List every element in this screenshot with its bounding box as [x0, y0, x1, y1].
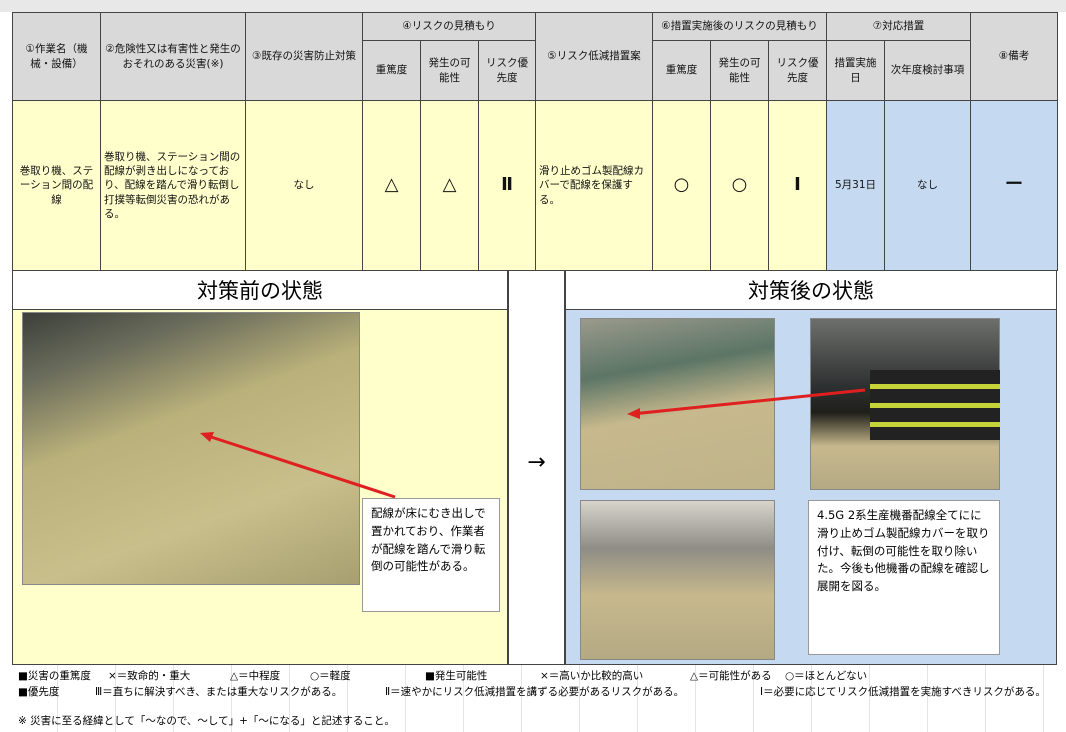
sub-header: 次年度検討事項	[884, 40, 971, 101]
arrow: →	[527, 450, 546, 475]
legend-text: ○＝軽度	[310, 670, 351, 682]
before-title: 対策前の状態	[12, 270, 508, 310]
sheet-header	[0, 0, 1066, 12]
after-title: 対策後の状態	[565, 270, 1057, 310]
pointer-head	[627, 408, 640, 419]
row-cell: 巻取り機、ステーション間の配線	[12, 100, 101, 271]
row-cell: ○	[652, 100, 711, 271]
legend-text: △＝可能性がある	[690, 670, 772, 682]
legend-text: ■発生可能性	[425, 670, 488, 682]
after-note: 4.5G 2系生産機番配線全てにに滑り止めゴム製配線カバーを取り付け、転倒の可能…	[808, 500, 1000, 655]
group-header: ⑦対応措置	[826, 12, 971, 41]
sub-header: リスク優先度	[478, 40, 536, 101]
column-header: ②危険性又は有害性と発生のおそれのある災害(※)	[100, 12, 246, 101]
column-header: ⑤リスク低減措置案	[535, 12, 653, 101]
row-cell: 滑り止めゴム製配線カバーで配線を保護する。	[535, 100, 653, 271]
row-cell: △	[420, 100, 479, 271]
group-header: ⑥措置実施後のリスクの見積もり	[652, 12, 827, 41]
legend-text: Ⅱ＝速やかにリスク低減措置を講ずる必要があるリスクがある。	[385, 686, 685, 698]
column-header: ③既存の災害防止対策	[245, 12, 363, 101]
legend-text: ■災害の重篤度	[18, 670, 91, 682]
column-header: ⑧備考	[970, 12, 1058, 101]
row-cell: なし	[245, 100, 363, 271]
legend-text: Ⅲ＝直ちに解決すべき、または重大なリスクがある。	[95, 686, 343, 698]
row-cell: ○	[710, 100, 769, 271]
before-note: 配線が床にむき出しで置かれており、作業者が配線を踏んで滑り転倒の可能性がある。	[362, 498, 500, 612]
sub-header: 措置実施日	[826, 40, 885, 101]
sub-header: 発生の可能性	[710, 40, 769, 101]
group-header: ④リスクの見積もり	[362, 12, 536, 41]
legend-text: △＝中程度	[230, 670, 281, 682]
row-cell: Ⅰ	[768, 100, 827, 271]
row-cell: 巻取り機、ステーション間の配線が剥き出しになっており、配線を踏んで滑り転倒し打撲…	[100, 100, 246, 271]
column-header: ①作業名（機械・設備）	[12, 12, 101, 101]
legend-text: ×＝致命的・重大	[108, 670, 191, 682]
pointer-head	[200, 432, 214, 442]
row-cell: Ⅱ	[478, 100, 536, 271]
photo-before	[22, 312, 360, 585]
row-cell: ー	[970, 100, 1058, 271]
legend-text: Ⅰ＝必要に応じてリスク低減措置を実施すべきリスクがある。	[760, 686, 1046, 698]
photo-after-3	[580, 500, 775, 660]
row-cell: 5月31日	[826, 100, 885, 271]
row-cell: △	[362, 100, 421, 271]
row-cell: なし	[884, 100, 971, 271]
sub-header: リスク優先度	[768, 40, 827, 101]
arrow-panel	[508, 270, 565, 665]
sub-header: 発生の可能性	[420, 40, 479, 101]
cable-cover	[870, 370, 1000, 440]
legend-text: ○＝ほとんどない	[785, 670, 868, 682]
sub-header: 重篤度	[652, 40, 711, 101]
legend-text: ※ 災害に至る経緯として「～なので、～して」+「～になる」と記述すること。	[18, 715, 395, 727]
legend-text: ×＝高いか比較的高い	[540, 670, 644, 682]
legend-text: ■優先度	[18, 686, 60, 698]
sub-header: 重篤度	[362, 40, 421, 101]
pointer-arrow	[204, 433, 396, 499]
pointer-arrow	[631, 388, 866, 416]
